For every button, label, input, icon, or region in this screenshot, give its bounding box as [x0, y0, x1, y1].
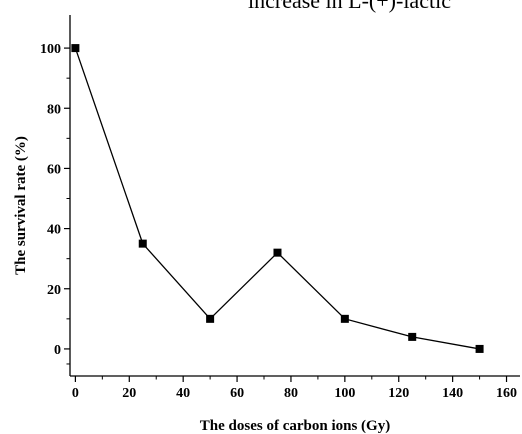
x-tick-label: 60 [230, 386, 244, 401]
y-tick-label: 80 [47, 102, 61, 117]
x-tick-label: 80 [284, 386, 298, 401]
data-point [408, 332, 417, 341]
y-tick-label: 60 [47, 162, 61, 177]
y-tick-label: 0 [54, 343, 61, 358]
x-tick-label: 40 [176, 386, 190, 401]
x-tick-label: 140 [442, 386, 463, 401]
series-line [74, 47, 480, 350]
plot-area: 0 20 40 60 80 100 120 140 160 0 20 40 60 80 100 [40, 15, 520, 401]
x-tick-label: 100 [334, 386, 355, 401]
x-tick-label: 120 [388, 386, 409, 401]
y-tick-label: 100 [40, 42, 61, 57]
data-point [273, 248, 282, 257]
x-tick-label: 0 [72, 386, 79, 401]
x-tick-label: 20 [122, 386, 136, 401]
data-point [206, 314, 215, 323]
data-point [475, 344, 484, 353]
y-tick-label: 20 [47, 283, 61, 298]
data-point [138, 239, 147, 248]
x-tick-label: 160 [496, 386, 517, 401]
header-text-fragment: increase in L-(+)-lactic [248, 0, 451, 13]
data-point [340, 314, 349, 323]
y-tick-label: 40 [47, 223, 61, 238]
data-point [71, 44, 80, 53]
x-axis-title: The doses of carbon ions (Gy) [200, 418, 390, 434]
y-axis-title: The survival rate (%) [13, 136, 29, 275]
